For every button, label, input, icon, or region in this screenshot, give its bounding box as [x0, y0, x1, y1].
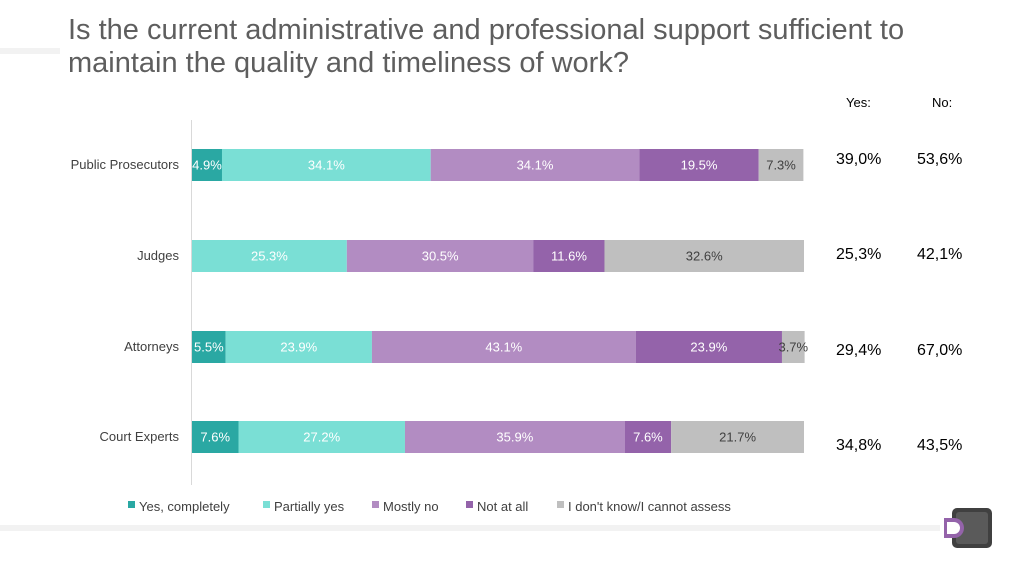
legend-label-not-at-all: Not at all — [477, 499, 528, 514]
legend-swatch-partially-yes — [263, 501, 270, 508]
data-label-attorneys-yes-completely: 5.5% — [194, 340, 224, 355]
bar-public-prosecutors-partially-yes — [221, 149, 431, 181]
legend-label-mostly-no: Mostly no — [383, 499, 439, 514]
page-title: Is the current administrative and profes… — [68, 14, 905, 79]
bar-attorneys-partially-yes — [225, 331, 372, 363]
bar-court-experts-yes-completely — [192, 421, 239, 453]
bar-public-prosecutors-mostly-no — [430, 149, 640, 181]
summary-no-judges: 42,1% — [917, 246, 963, 263]
summary-yes-public-prosecutors: 39,0% — [836, 151, 882, 168]
decorative-stripe-top — [0, 48, 60, 54]
data-label-court-experts-i-don-t-know-i-cannot-assess: 21.7% — [719, 430, 756, 445]
data-label-court-experts-mostly-no: 35.9% — [496, 430, 533, 445]
summary-header-no: No: — [932, 95, 953, 110]
data-label-judges-mostly-no: 30.5% — [422, 249, 459, 264]
summary-yes-attorneys: 29,4% — [836, 342, 882, 359]
data-label-public-prosecutors-mostly-no: 34.1% — [517, 158, 554, 173]
bar-court-experts-partially-yes — [238, 421, 405, 453]
legend-label-yes-completely: Yes, completely — [139, 499, 230, 514]
legend-swatch-mostly-no — [372, 501, 379, 508]
data-label-judges-partially-yes: 25.3% — [251, 249, 288, 264]
bar-attorneys-i-don-t-know-i-cannot-assess — [781, 331, 805, 363]
data-label-attorneys-i-don-t-know-i-cannot-assess: 3.7% — [778, 340, 808, 355]
bar-attorneys-mostly-no — [371, 331, 636, 363]
bar-attorneys-yes-completely — [192, 331, 226, 363]
summary-header-yes: Yes: — [846, 95, 871, 110]
data-label-attorneys-partially-yes: 23.9% — [280, 340, 317, 355]
data-label-judges-not-at-all: 11.6% — [551, 249, 587, 264]
bar-court-experts-mostly-no — [404, 421, 625, 453]
data-label-attorneys-mostly-no: 43.1% — [485, 340, 522, 355]
bar-attorneys-not-at-all — [635, 331, 782, 363]
decorative-stripe-bottom — [0, 525, 940, 531]
data-label-public-prosecutors-partially-yes: 34.1% — [308, 158, 345, 173]
bar-public-prosecutors-not-at-all — [639, 149, 759, 181]
legend-swatch-yes-completely — [128, 501, 135, 508]
bar-judges-partially-yes — [192, 240, 347, 272]
bar-judges-not-at-all — [533, 240, 605, 272]
legend-label-partially-yes: Partially yes — [274, 499, 345, 514]
data-label-judges-i-don-t-know-i-cannot-assess: 32.6% — [686, 249, 723, 264]
data-label-attorneys-not-at-all: 23.9% — [690, 340, 727, 355]
bar-judges-i-don-t-know-i-cannot-assess — [604, 240, 804, 272]
data-label-court-experts-not-at-all: 7.6% — [633, 430, 663, 445]
bar-judges-mostly-no — [346, 240, 534, 272]
brand-logo — [944, 508, 992, 548]
category-label-attorneys: Attorneys — [124, 339, 179, 354]
legend-label-i-don-t-know-i-cannot-assess: I don't know/I cannot assess — [568, 499, 731, 514]
summary-no-public-prosecutors: 53,6% — [917, 151, 963, 168]
data-label-court-experts-yes-completely: 7.6% — [200, 430, 230, 445]
data-label-public-prosecutors-yes-completely: 4.9% — [192, 158, 222, 173]
summary-no-attorneys: 67,0% — [917, 342, 963, 359]
bar-public-prosecutors-i-don-t-know-i-cannot-assess — [758, 149, 804, 181]
data-label-public-prosecutors-i-don-t-know-i-cannot-assess: 7.3% — [766, 158, 796, 173]
data-label-court-experts-partially-yes: 27.2% — [303, 430, 340, 445]
category-label-court-experts: Court Experts — [100, 429, 180, 444]
legend-swatch-not-at-all — [466, 501, 473, 508]
bar-court-experts-i-don-t-know-i-cannot-assess — [671, 421, 804, 453]
legend-swatch-i-don-t-know-i-cannot-assess — [557, 501, 564, 508]
bar-public-prosecutors-yes-completely — [192, 149, 222, 181]
summary-no-court-experts: 43,5% — [917, 437, 963, 454]
summary-yes-judges: 25,3% — [836, 246, 882, 263]
category-label-public-prosecutors: Public Prosecutors — [71, 157, 180, 172]
summary-yes-court-experts: 34,8% — [836, 437, 882, 454]
category-label-judges: Judges — [137, 248, 179, 263]
data-label-public-prosecutors-not-at-all: 19.5% — [681, 158, 718, 173]
bar-court-experts-not-at-all — [624, 421, 672, 453]
